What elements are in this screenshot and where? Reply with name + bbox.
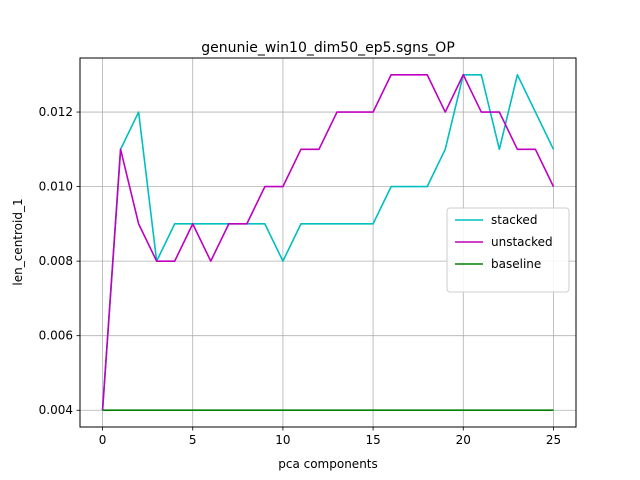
series-line-stacked: [101, 73, 555, 411]
legend-label-stacked: stacked: [491, 213, 537, 227]
x-tick-label: 0: [99, 433, 107, 447]
legend-label-baseline: baseline: [491, 257, 541, 271]
plot-frame: [79, 57, 577, 428]
chart-title: genunie_win10_dim50_ep5.sgns_OP: [201, 40, 455, 56]
x-tick-label: 15: [365, 433, 380, 447]
x-axis-title: pca components: [278, 457, 378, 471]
x-tick-label: 20: [456, 433, 471, 447]
series-lines: [101, 73, 555, 412]
y-tick-label: 0.004: [39, 403, 73, 417]
x-tick-label: 10: [275, 433, 290, 447]
x-tick-label: 5: [189, 433, 197, 447]
y-tick-label: 0.006: [39, 329, 73, 343]
legend-box: [446, 207, 570, 293]
axis-ticks: 0 5 10 15 20 25 0.004 0.006 0.008 0.010 0.012: [39, 105, 561, 447]
y-tick-label: 0.012: [39, 105, 73, 119]
x-tick-label: 25: [546, 433, 561, 447]
legend-label-unstacked: unstacked: [491, 235, 553, 249]
y-axis-title: len_centroid_1: [11, 198, 25, 285]
y-tick-label: 0.010: [39, 180, 73, 194]
legend: stacked unstacked baseline: [446, 207, 570, 293]
series-line-unstacked: [101, 73, 555, 411]
y-tick-label: 0.008: [39, 254, 73, 268]
